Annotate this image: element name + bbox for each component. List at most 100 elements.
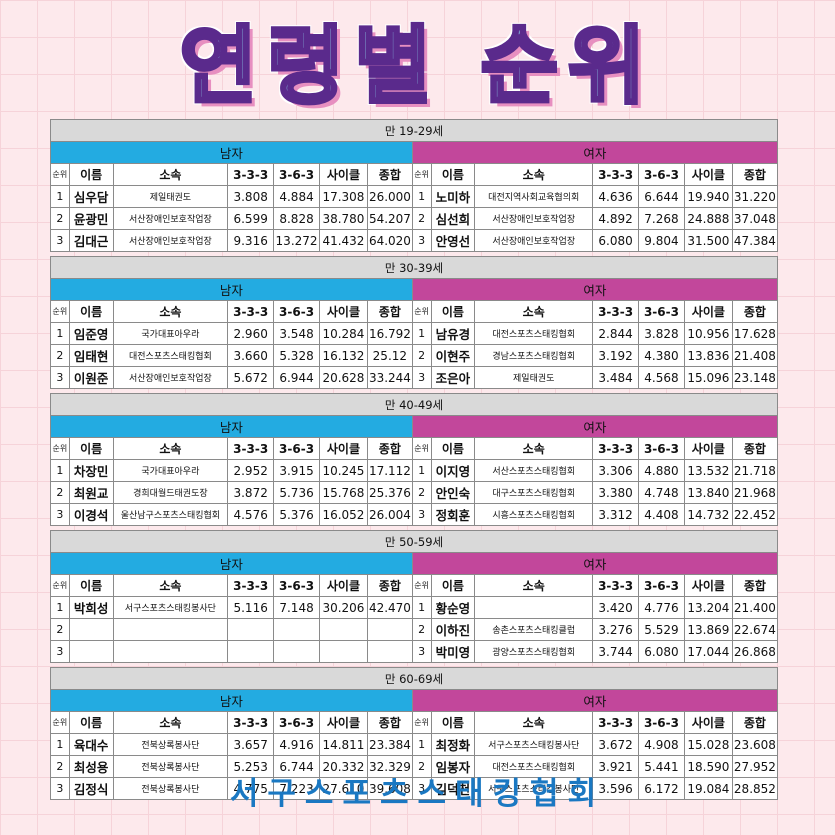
men-s363-cell: 3.548 bbox=[273, 322, 320, 345]
gender-row: 남자 여자 bbox=[50, 689, 779, 712]
women-cycle-cell: 19.084 bbox=[683, 777, 733, 800]
women-s363-cell: 4.776 bbox=[638, 596, 685, 619]
women-s363-cell: 4.380 bbox=[638, 344, 685, 367]
men-s363-cell: 7.148 bbox=[273, 596, 320, 619]
men-cycle-cell: 16.052 bbox=[318, 503, 368, 526]
women-name-cell: 심선희 bbox=[430, 207, 476, 230]
men-total-cell: 25.12 bbox=[366, 344, 413, 367]
men-name-cell: 윤광민 bbox=[68, 207, 114, 230]
column-header-363: 3-6-3 bbox=[638, 163, 685, 186]
women-rank-cell: 1 bbox=[411, 185, 432, 208]
women-name-cell: 황순영 bbox=[430, 596, 476, 619]
women-total-cell: 21.408 bbox=[731, 344, 779, 367]
men-name-cell: 김대근 bbox=[68, 229, 114, 252]
column-header-total: 종합 bbox=[731, 437, 779, 460]
men-affiliation-cell: 서산장애인보호작업장 bbox=[112, 366, 229, 389]
women-total-cell: 23.148 bbox=[731, 366, 779, 389]
women-total-cell: 22.674 bbox=[731, 618, 779, 641]
organization-footer: 서구스포츠스태킹협회 bbox=[229, 775, 606, 812]
table-row: 1 차장민 국가대표아우라 2.952 3.915 10.245 17.112 1 이지영 서산스… bbox=[50, 459, 779, 482]
women-affiliation-cell: 시흥스포츠스태킹협회 bbox=[474, 503, 594, 526]
gender-row: 남자 여자 bbox=[50, 552, 779, 575]
women-rank-cell: 2 bbox=[411, 207, 432, 230]
women-s333-cell: 3.306 bbox=[592, 459, 640, 482]
men-rank-cell: 2 bbox=[50, 344, 70, 367]
column-header-363: 3-6-3 bbox=[273, 437, 320, 460]
men-total-cell bbox=[366, 640, 413, 663]
age-bracket-table: 만 19-29세 남자 여자 순위 이름 소속 3-3-3 3-6-3 사이클 종합 순위 이름 소속 3… bbox=[50, 119, 779, 252]
men-total-cell: 25.376 bbox=[366, 481, 413, 504]
men-affiliation-cell: 서산장애인보호작업장 bbox=[112, 207, 229, 230]
age-bracket-table: 만 40-49세 남자 여자 순위 이름 소속 3-3-3 3-6-3 사이클 종합 순위 이름 소속 3… bbox=[50, 393, 779, 526]
men-total-cell: 17.112 bbox=[366, 459, 413, 482]
column-header-affiliation: 소속 bbox=[474, 711, 594, 734]
column-header-total: 종합 bbox=[731, 711, 779, 734]
column-header-row: 순위 이름 소속 3-3-3 3-6-3 사이클 종합 순위 이름 소속 3-3-3 3-6-3 사이클… bbox=[50, 437, 779, 460]
men-total-cell: 54.207 bbox=[366, 207, 413, 230]
women-affiliation-cell: 서구스포츠스태킹봉사단 bbox=[474, 733, 594, 756]
women-s363-cell: 6.080 bbox=[638, 640, 685, 663]
men-cycle-cell: 20.628 bbox=[318, 366, 368, 389]
column-header-affiliation: 소속 bbox=[474, 163, 594, 186]
men-name-cell: 임준영 bbox=[68, 322, 114, 345]
column-header-affiliation: 소속 bbox=[112, 574, 229, 597]
men-cycle-cell: 27.610 bbox=[318, 777, 368, 800]
men-s333-cell bbox=[227, 618, 275, 641]
women-affiliation-cell: 제일태권도 bbox=[474, 366, 594, 389]
men-total-cell: 42.470 bbox=[366, 596, 413, 619]
women-affiliation-cell: 송촌스포츠스태킹클럽 bbox=[474, 618, 594, 641]
women-total-cell: 47.384 bbox=[731, 229, 779, 252]
age-bracket-label: 만 30-39세 bbox=[50, 256, 778, 279]
column-header-rank: 순위 bbox=[411, 163, 432, 186]
men-affiliation-cell bbox=[112, 640, 229, 663]
men-affiliation-cell: 경희대월드태권도장 bbox=[112, 481, 229, 504]
men-cycle-cell bbox=[318, 640, 368, 663]
men-affiliation-cell: 제일태권도 bbox=[112, 185, 229, 208]
men-cycle-cell bbox=[318, 618, 368, 641]
column-header-name: 이름 bbox=[430, 574, 476, 597]
column-header-name: 이름 bbox=[68, 163, 114, 186]
column-header-363: 3-6-3 bbox=[638, 300, 685, 323]
women-rank-cell: 2 bbox=[411, 618, 432, 641]
men-rank-cell: 1 bbox=[50, 733, 70, 756]
women-name-cell: 이지영 bbox=[430, 459, 476, 482]
women-affiliation-cell: 대전스포츠스태킹협회 bbox=[474, 322, 594, 345]
men-cycle-cell: 14.811 bbox=[318, 733, 368, 756]
column-header-cycle: 사이클 bbox=[683, 711, 733, 734]
men-header: 남자 bbox=[50, 278, 413, 301]
women-s333-cell: 3.380 bbox=[592, 481, 640, 504]
men-s363-cell: 5.376 bbox=[273, 503, 320, 526]
men-rank-cell: 2 bbox=[50, 207, 70, 230]
column-header-name: 이름 bbox=[68, 300, 114, 323]
bracket-row: 만 60-69세 bbox=[50, 667, 778, 690]
women-rank-cell: 2 bbox=[411, 481, 432, 504]
men-header: 남자 bbox=[50, 141, 413, 164]
women-s363-cell: 6.644 bbox=[638, 185, 685, 208]
women-total-cell: 37.048 bbox=[731, 207, 779, 230]
column-header-affiliation: 소속 bbox=[112, 711, 229, 734]
women-affiliation-cell: 광양스포츠스태킹협회 bbox=[474, 640, 594, 663]
women-affiliation-cell: 서산장애인보호작업장 bbox=[474, 229, 594, 252]
men-s333-cell: 2.952 bbox=[227, 459, 275, 482]
column-header-rank: 순위 bbox=[50, 163, 70, 186]
men-cycle-cell: 41.432 bbox=[318, 229, 368, 252]
women-cycle-cell: 19.940 bbox=[683, 185, 733, 208]
column-header-cycle: 사이클 bbox=[318, 437, 368, 460]
women-rank-cell: 1 bbox=[411, 322, 432, 345]
women-cycle-cell: 24.888 bbox=[683, 207, 733, 230]
women-cycle-cell: 15.028 bbox=[683, 733, 733, 756]
bracket-row: 만 50-59세 bbox=[50, 530, 778, 553]
men-s333-cell: 9.316 bbox=[227, 229, 275, 252]
column-header-name: 이름 bbox=[430, 300, 476, 323]
women-s333-cell: 3.484 bbox=[592, 366, 640, 389]
men-cycle-cell: 10.284 bbox=[318, 322, 368, 345]
bracket-row: 만 19-29세 bbox=[50, 119, 778, 142]
men-s363-cell: 3.915 bbox=[273, 459, 320, 482]
gender-row: 남자 여자 bbox=[50, 415, 779, 438]
women-affiliation-cell: 대전지역사회교육협의회 bbox=[474, 185, 594, 208]
column-header-333: 3-3-3 bbox=[592, 437, 640, 460]
men-cycle-cell: 20.332 bbox=[318, 755, 368, 778]
men-name-cell: 육대수 bbox=[68, 733, 114, 756]
women-rank-cell: 3 bbox=[411, 640, 432, 663]
women-affiliation-cell: 서구스포츠스태킹봉사단 bbox=[474, 777, 594, 800]
